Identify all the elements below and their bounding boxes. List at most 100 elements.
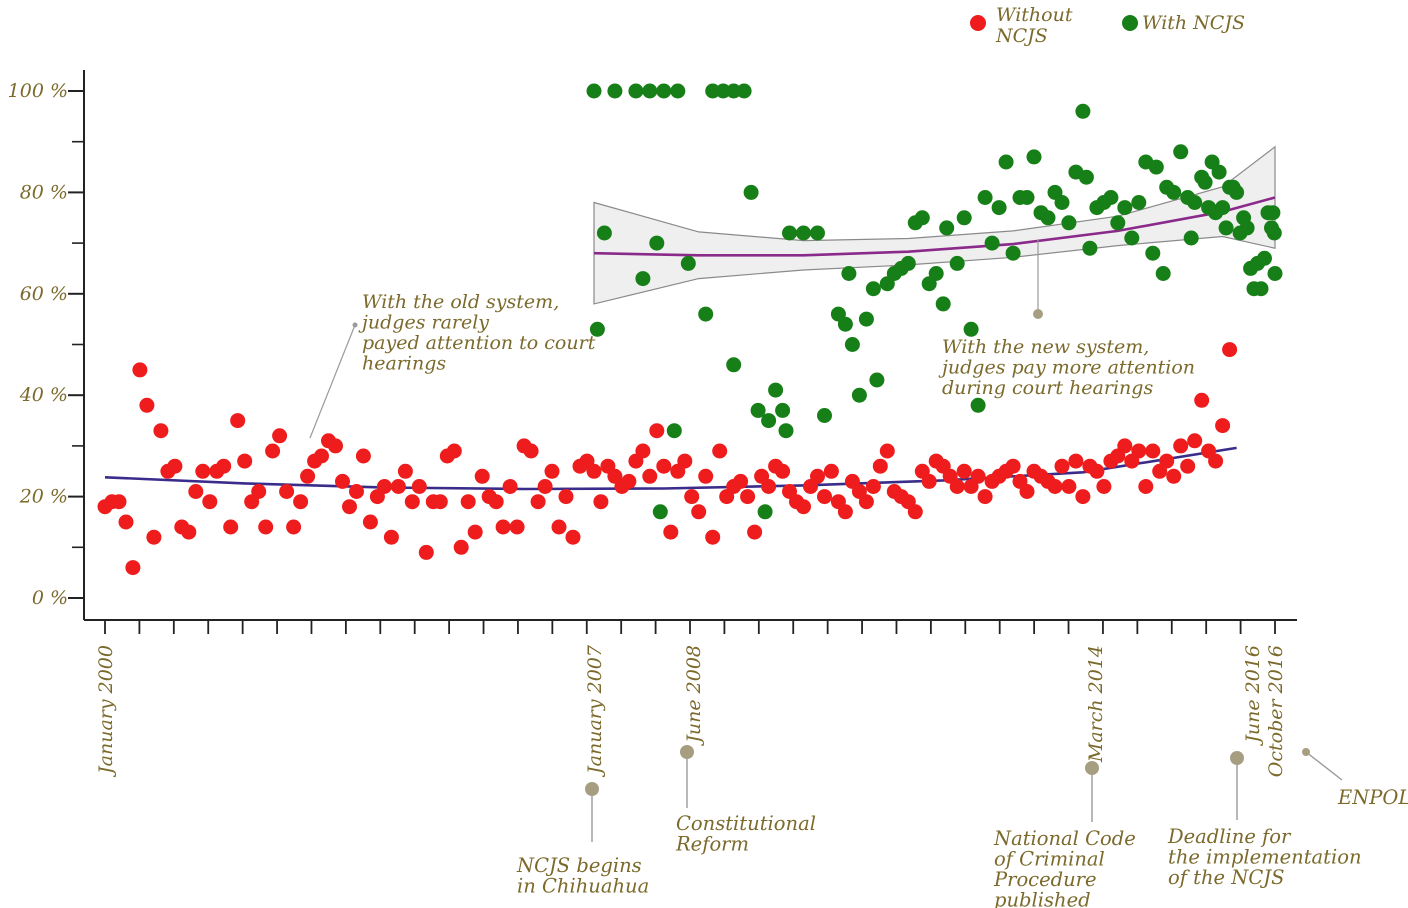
data-point-without-ncjs bbox=[146, 529, 162, 545]
data-point-with-ncjs bbox=[1019, 190, 1035, 205]
data-point-with-ncjs bbox=[869, 372, 885, 388]
data-point-with-ncjs bbox=[652, 504, 668, 520]
data-point-without-ncjs bbox=[355, 448, 371, 464]
y-tick-label: 40 % bbox=[19, 384, 68, 406]
legend-marker bbox=[1122, 15, 1138, 31]
legend: Without NCJS With NCJS bbox=[970, 4, 1245, 47]
data-point-with-ncjs bbox=[865, 281, 881, 297]
data-point-with-ncjs bbox=[750, 402, 766, 418]
data-point-without-ncjs bbox=[761, 479, 777, 494]
data-point-without-ncjs bbox=[712, 443, 728, 459]
event-constitutional-reform-label: Constitutional Reform bbox=[675, 812, 816, 856]
data-point-without-ncjs bbox=[740, 489, 756, 505]
data-point-with-ncjs bbox=[715, 83, 731, 99]
data-point-without-ncjs bbox=[1019, 484, 1035, 499]
data-point-with-ncjs bbox=[1103, 190, 1119, 205]
data-point-without-ncjs bbox=[635, 443, 651, 459]
data-point-without-ncjs bbox=[858, 494, 874, 510]
annotation-leader-dot bbox=[1033, 309, 1043, 319]
x-tick-label: June 2008 bbox=[683, 645, 705, 747]
data-point-without-ncjs bbox=[1166, 468, 1182, 484]
data-point-with-ncjs bbox=[1124, 230, 1140, 246]
event-national-code-pin bbox=[1085, 761, 1099, 775]
data-point-with-ncjs bbox=[1187, 195, 1203, 210]
data-point-without-ncjs bbox=[230, 413, 246, 429]
event-enpol-pin bbox=[1302, 748, 1310, 756]
data-point-without-ncjs bbox=[502, 479, 518, 494]
data-point-without-ncjs bbox=[223, 519, 239, 535]
event-constitutional-reform-label-line: Constitutional bbox=[676, 812, 816, 835]
data-point-with-ncjs bbox=[1215, 200, 1231, 216]
data-point-with-ncjs bbox=[743, 184, 759, 200]
x-tick-label: June 2016 bbox=[1242, 645, 1264, 747]
data-point-without-ncjs bbox=[314, 448, 329, 464]
data-point-with-ncjs bbox=[1117, 200, 1133, 216]
annotation-leader-dot bbox=[352, 322, 358, 328]
data-point-without-ncjs bbox=[956, 463, 972, 479]
data-point-without-ncjs bbox=[1061, 479, 1077, 494]
x-tick-label: March 2014 bbox=[1085, 645, 1107, 763]
y-tick-label: 0 % bbox=[32, 587, 68, 609]
annotation-leader bbox=[309, 324, 356, 439]
data-point-without-ncjs bbox=[586, 463, 602, 479]
data-point-with-ncjs bbox=[736, 83, 752, 99]
data-point-without-ncjs bbox=[872, 458, 888, 474]
data-point-without-ncjs bbox=[397, 463, 413, 479]
data-point-with-ncjs bbox=[1218, 220, 1234, 236]
data-point-with-ncjs bbox=[928, 266, 944, 281]
annotation-old-system-line: With the old system, bbox=[362, 291, 559, 313]
data-point-with-ncjs bbox=[1239, 220, 1255, 236]
data-point-without-ncjs bbox=[642, 468, 658, 484]
data-point-without-ncjs bbox=[1005, 458, 1021, 474]
data-point-without-ncjs bbox=[544, 463, 560, 479]
data-point-with-ncjs bbox=[858, 311, 874, 327]
data-point-with-ncjs bbox=[726, 83, 742, 99]
data-point-without-ncjs bbox=[558, 489, 574, 505]
event-ncjs-chihuahua-label-line: NCJS begins bbox=[516, 854, 642, 877]
data-point-without-ncjs bbox=[335, 473, 350, 489]
data-point-without-ncjs bbox=[1208, 453, 1224, 469]
x-tick-label: October 2016 bbox=[1265, 645, 1287, 777]
event-enpol-leader bbox=[1305, 751, 1343, 781]
annotation-old-system: With the old system, judges rarely payed a… bbox=[358, 291, 596, 375]
data-point-without-ncjs bbox=[1194, 392, 1210, 408]
data-point-with-ncjs bbox=[900, 255, 916, 271]
data-point-without-ncjs bbox=[593, 494, 609, 510]
data-point-without-ncjs bbox=[677, 453, 693, 469]
x-tick-label: January 2000 bbox=[95, 645, 117, 778]
data-point-without-ncjs bbox=[153, 423, 169, 439]
y-tick-label: 60 % bbox=[20, 283, 68, 305]
data-point-with-ncjs bbox=[1131, 195, 1147, 210]
data-point-without-ncjs bbox=[188, 484, 204, 499]
data-point-with-ncjs bbox=[628, 83, 644, 99]
data-point-with-ncjs bbox=[1040, 210, 1056, 226]
data-point-with-ncjs bbox=[935, 296, 951, 312]
data-point-without-ncjs bbox=[474, 468, 490, 484]
data-point-with-ncjs bbox=[1005, 245, 1021, 261]
event-national-code-label: National Code of Criminal Procedure publish… bbox=[993, 827, 1136, 908]
data-point-with-ncjs bbox=[607, 83, 623, 99]
data-point-without-ncjs bbox=[216, 458, 232, 474]
data-point-with-ncjs bbox=[1265, 205, 1281, 221]
y-tick-label: 20 % bbox=[19, 486, 68, 508]
data-point-with-ncjs bbox=[991, 200, 1007, 216]
data-point-without-ncjs bbox=[167, 458, 183, 474]
data-point-with-ncjs bbox=[1078, 169, 1094, 185]
y-tick-label: 100 % bbox=[8, 80, 68, 102]
data-point-with-ncjs bbox=[680, 255, 696, 271]
data-point-with-ncjs bbox=[1253, 281, 1269, 297]
data-point-with-ncjs bbox=[1173, 144, 1189, 160]
data-point-without-ncjs bbox=[293, 494, 309, 510]
axes-layer: 0 % 20 % 40 % 60 % 80 % 100 % January 2000 Janu… bbox=[8, 70, 1297, 778]
event-deadline-label-line: of the NCJS bbox=[1168, 866, 1284, 889]
data-point-without-ncjs bbox=[251, 484, 267, 499]
data-point-without-ncjs bbox=[237, 453, 253, 469]
data-point-without-ncjs bbox=[453, 539, 469, 555]
annotation-new-system: With the new system, judges pay more atte… bbox=[938, 336, 1195, 399]
data-point-without-ncjs bbox=[467, 524, 483, 540]
data-point-with-ncjs bbox=[851, 387, 867, 403]
event-ncjs-chihuahua-label: NCJS begins in Chihuahua bbox=[516, 854, 649, 898]
confidence-band-layer bbox=[593, 145, 1276, 305]
data-point-without-ncjs bbox=[1047, 479, 1063, 494]
x-tick-label: January 2007 bbox=[584, 644, 606, 778]
